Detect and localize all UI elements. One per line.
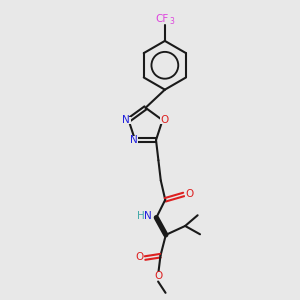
Text: O: O: [161, 115, 169, 125]
Text: 3: 3: [170, 16, 175, 26]
FancyBboxPatch shape: [135, 254, 144, 261]
Text: O: O: [136, 253, 144, 262]
FancyBboxPatch shape: [154, 14, 175, 23]
Text: O: O: [185, 189, 193, 199]
FancyBboxPatch shape: [136, 212, 151, 220]
Text: CF: CF: [155, 14, 169, 24]
Text: O: O: [154, 271, 162, 281]
FancyBboxPatch shape: [184, 190, 194, 197]
FancyBboxPatch shape: [122, 117, 131, 124]
Text: H: H: [137, 211, 145, 221]
FancyBboxPatch shape: [129, 136, 138, 144]
Text: N: N: [130, 135, 137, 145]
Text: N: N: [143, 211, 151, 221]
Text: N: N: [122, 115, 130, 125]
FancyBboxPatch shape: [154, 272, 163, 279]
FancyBboxPatch shape: [160, 117, 170, 124]
